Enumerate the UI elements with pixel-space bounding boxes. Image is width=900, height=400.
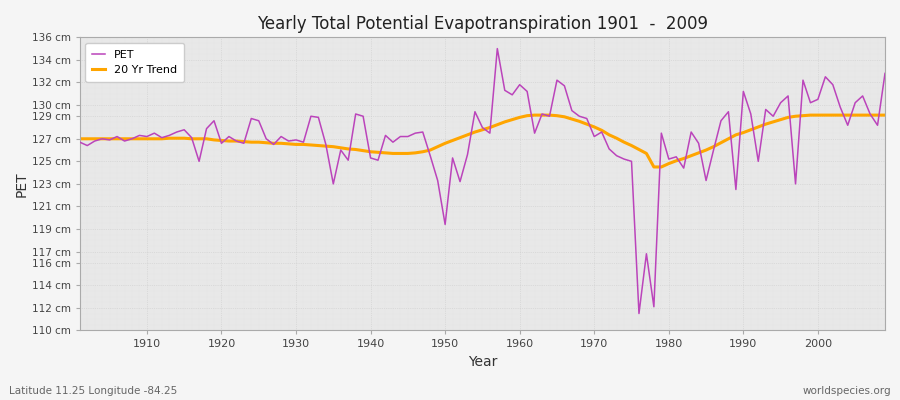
Line: PET: PET	[80, 49, 885, 314]
20 Yr Trend	[298, 142, 309, 147]
20 Yr Trend	[611, 136, 622, 141]
PET	[492, 46, 503, 51]
Text: Latitude 11.25 Longitude -84.25: Latitude 11.25 Longitude -84.25	[9, 386, 177, 396]
20 Yr Trend	[529, 113, 540, 118]
PET	[879, 71, 890, 76]
X-axis label: Year: Year	[468, 355, 497, 369]
20 Yr Trend	[507, 117, 517, 122]
Title: Yearly Total Potential Evapotranspiration 1901  -  2009: Yearly Total Potential Evapotranspiratio…	[256, 15, 708, 33]
PET	[634, 311, 644, 316]
PET	[134, 133, 145, 138]
PET	[514, 82, 525, 87]
20 Yr Trend	[649, 164, 660, 169]
PET	[75, 140, 86, 144]
Legend: PET, 20 Yr Trend: PET, 20 Yr Trend	[86, 43, 184, 82]
Text: worldspecies.org: worldspecies.org	[803, 386, 891, 396]
PET	[343, 158, 354, 163]
20 Yr Trend	[514, 115, 525, 120]
PET	[522, 89, 533, 94]
Y-axis label: PET: PET	[15, 171, 29, 197]
PET	[298, 140, 309, 144]
PET	[611, 153, 622, 158]
20 Yr Trend	[343, 146, 354, 151]
Line: 20 Yr Trend: 20 Yr Trend	[80, 115, 885, 167]
20 Yr Trend	[134, 136, 145, 141]
20 Yr Trend	[879, 113, 890, 118]
20 Yr Trend	[75, 136, 86, 141]
